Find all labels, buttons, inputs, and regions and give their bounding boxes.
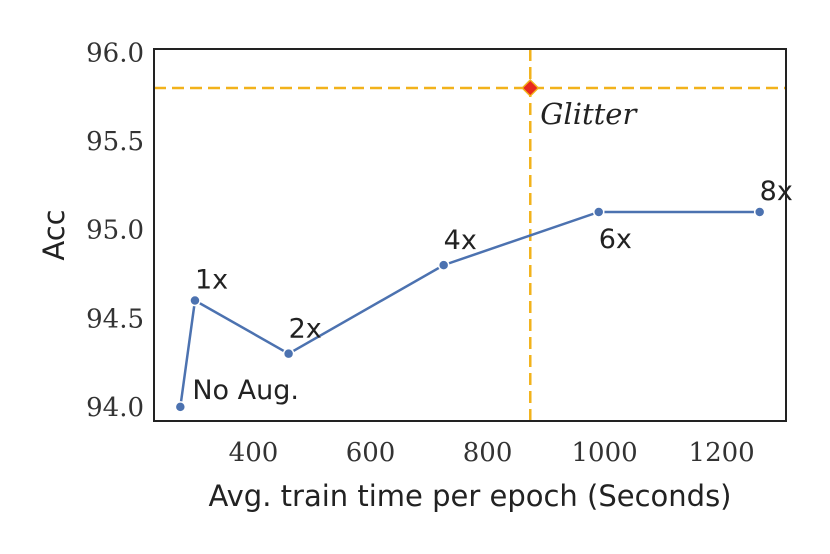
point-label: No Aug. <box>192 375 299 406</box>
x-tick-label: 600 <box>346 438 396 468</box>
x-tick-label: 1000 <box>572 438 638 468</box>
x-axis-title: Avg. train time per epoch (Seconds) <box>209 479 732 513</box>
x-axis-ticks: 400 600 800 1000 1200 <box>229 438 755 468</box>
x-tick-label: 1200 <box>689 438 755 468</box>
point-label: 6x <box>599 224 632 255</box>
data-point <box>437 259 450 271</box>
point-label: 2x <box>289 314 322 345</box>
point-label: 1x <box>195 265 228 296</box>
y-tick-label: 94.5 <box>86 304 144 334</box>
plot-frame <box>153 48 787 422</box>
series-line <box>179 210 760 407</box>
data-point <box>189 294 201 307</box>
point-label: 4x <box>444 225 477 256</box>
series-layer <box>174 206 766 413</box>
y-tick-label: 96.0 <box>86 39 144 69</box>
x-tick-label: 400 <box>229 438 279 468</box>
x-tick-label: 800 <box>463 438 513 468</box>
point-labels: No Aug. 1x 2x 4x 6x 8x Glitter <box>192 78 793 406</box>
data-point <box>174 401 187 413</box>
highlight-label: Glitter <box>540 97 638 131</box>
highlight-marker <box>521 78 540 98</box>
data-point <box>592 206 605 218</box>
y-tick-label: 94.0 <box>86 393 144 423</box>
y-axis-title: Acc <box>37 209 71 260</box>
data-point <box>282 347 295 360</box>
data-point <box>753 206 766 218</box>
point-label: 8x <box>760 176 793 207</box>
y-tick-label: 95.0 <box>86 216 144 246</box>
y-tick-label: 95.5 <box>86 127 144 157</box>
y-axis-ticks: 94.0 94.5 95.0 95.5 96.0 <box>86 39 144 423</box>
